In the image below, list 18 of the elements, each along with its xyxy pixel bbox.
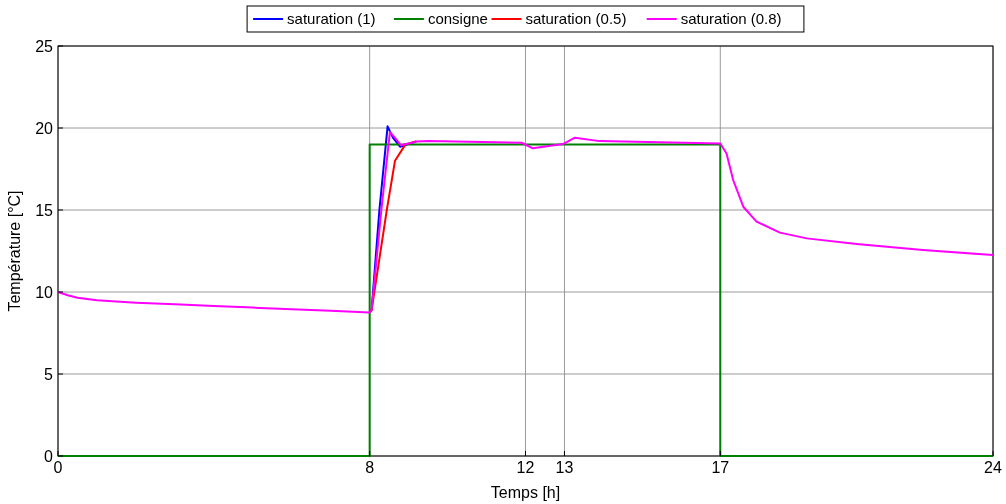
y-tick-label: 20 <box>35 119 54 137</box>
legend-label: saturation (0.8) <box>680 10 782 28</box>
x-tick-label: 24 <box>984 459 1002 476</box>
legend-label: consigne <box>427 10 488 28</box>
x-tick-label: 12 <box>516 459 535 476</box>
legend-label: saturation (0.5) <box>525 10 627 28</box>
x-tick-label: 8 <box>365 459 375 476</box>
x-tick-label: 17 <box>711 459 730 476</box>
y-tick-label: 25 <box>35 37 54 55</box>
y-tick-label: 15 <box>35 201 54 219</box>
y-tick-label: 0 <box>44 447 54 465</box>
y-axis-title: Température [°C] <box>6 190 23 312</box>
y-tick-label: 5 <box>44 365 54 383</box>
x-tick-label: 13 <box>555 459 574 476</box>
y-tick-label: 10 <box>35 283 54 301</box>
legend-label: saturation (1) <box>287 10 376 28</box>
line-series <box>57 131 994 314</box>
x-axis-title: Temps [h] <box>490 484 561 501</box>
